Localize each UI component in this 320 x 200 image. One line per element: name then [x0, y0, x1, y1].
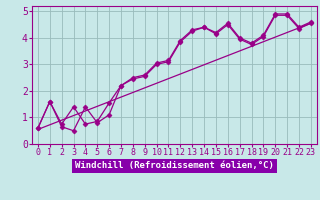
X-axis label: Windchill (Refroidissement éolien,°C): Windchill (Refroidissement éolien,°C): [75, 161, 274, 170]
